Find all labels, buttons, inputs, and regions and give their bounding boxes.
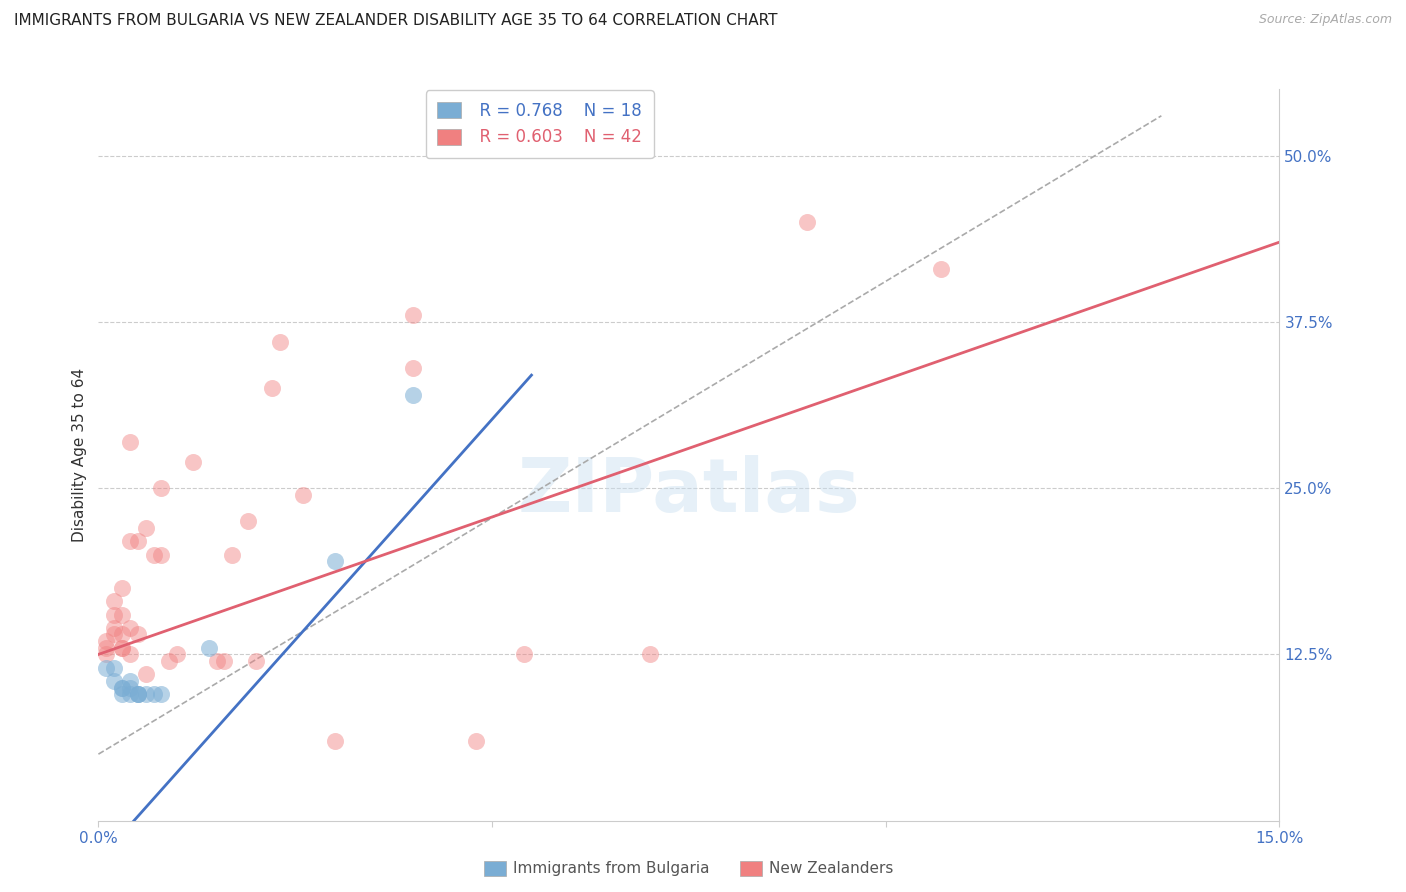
Point bbox=[127, 687, 149, 701]
Point bbox=[111, 640, 134, 655]
Point bbox=[402, 308, 425, 322]
Point bbox=[214, 654, 236, 668]
Point bbox=[111, 627, 134, 641]
Point bbox=[796, 215, 818, 229]
Point bbox=[929, 261, 952, 276]
Point bbox=[150, 687, 173, 701]
Point bbox=[269, 334, 291, 349]
Point bbox=[127, 534, 149, 549]
Point bbox=[103, 673, 125, 688]
Point bbox=[166, 648, 188, 662]
Text: IMMIGRANTS FROM BULGARIA VS NEW ZEALANDER DISABILITY AGE 35 TO 64 CORRELATION CH: IMMIGRANTS FROM BULGARIA VS NEW ZEALANDE… bbox=[14, 13, 778, 29]
Point bbox=[118, 687, 141, 701]
Point bbox=[260, 381, 283, 395]
Point bbox=[292, 488, 315, 502]
Point bbox=[103, 627, 125, 641]
Point bbox=[111, 687, 134, 701]
Point bbox=[96, 661, 118, 675]
Point bbox=[103, 661, 125, 675]
Point bbox=[111, 581, 134, 595]
Point bbox=[118, 621, 141, 635]
Point bbox=[103, 621, 125, 635]
Point bbox=[150, 548, 173, 562]
Point bbox=[402, 388, 425, 402]
Point bbox=[118, 673, 141, 688]
Point bbox=[96, 634, 118, 648]
Point bbox=[465, 734, 488, 748]
Point bbox=[157, 654, 180, 668]
Text: ZIPatlas: ZIPatlas bbox=[517, 455, 860, 528]
Point bbox=[135, 687, 157, 701]
Point bbox=[118, 681, 141, 695]
Point bbox=[142, 687, 165, 701]
Point bbox=[236, 515, 259, 529]
Point bbox=[118, 434, 141, 449]
Point bbox=[181, 454, 204, 468]
Text: Source: ZipAtlas.com: Source: ZipAtlas.com bbox=[1258, 13, 1392, 27]
Point bbox=[127, 687, 149, 701]
Point bbox=[512, 648, 534, 662]
Point bbox=[150, 481, 173, 495]
Point bbox=[111, 681, 134, 695]
Legend: Immigrants from Bulgaria, New Zealanders: Immigrants from Bulgaria, New Zealanders bbox=[478, 855, 900, 882]
Point bbox=[323, 554, 346, 568]
Point bbox=[118, 534, 141, 549]
Point bbox=[127, 687, 149, 701]
Point bbox=[402, 361, 425, 376]
Point bbox=[135, 667, 157, 681]
Point bbox=[197, 640, 219, 655]
Point bbox=[103, 594, 125, 608]
Point bbox=[142, 548, 165, 562]
Point bbox=[245, 654, 267, 668]
Point bbox=[135, 521, 157, 535]
Point bbox=[111, 681, 134, 695]
Point bbox=[638, 648, 661, 662]
Point bbox=[111, 640, 134, 655]
Point bbox=[96, 640, 118, 655]
Point bbox=[118, 648, 141, 662]
Point bbox=[205, 654, 228, 668]
Y-axis label: Disability Age 35 to 64: Disability Age 35 to 64 bbox=[72, 368, 87, 542]
Point bbox=[221, 548, 243, 562]
Point bbox=[103, 607, 125, 622]
Point bbox=[127, 627, 149, 641]
Point bbox=[111, 607, 134, 622]
Point bbox=[323, 734, 346, 748]
Point bbox=[96, 648, 118, 662]
